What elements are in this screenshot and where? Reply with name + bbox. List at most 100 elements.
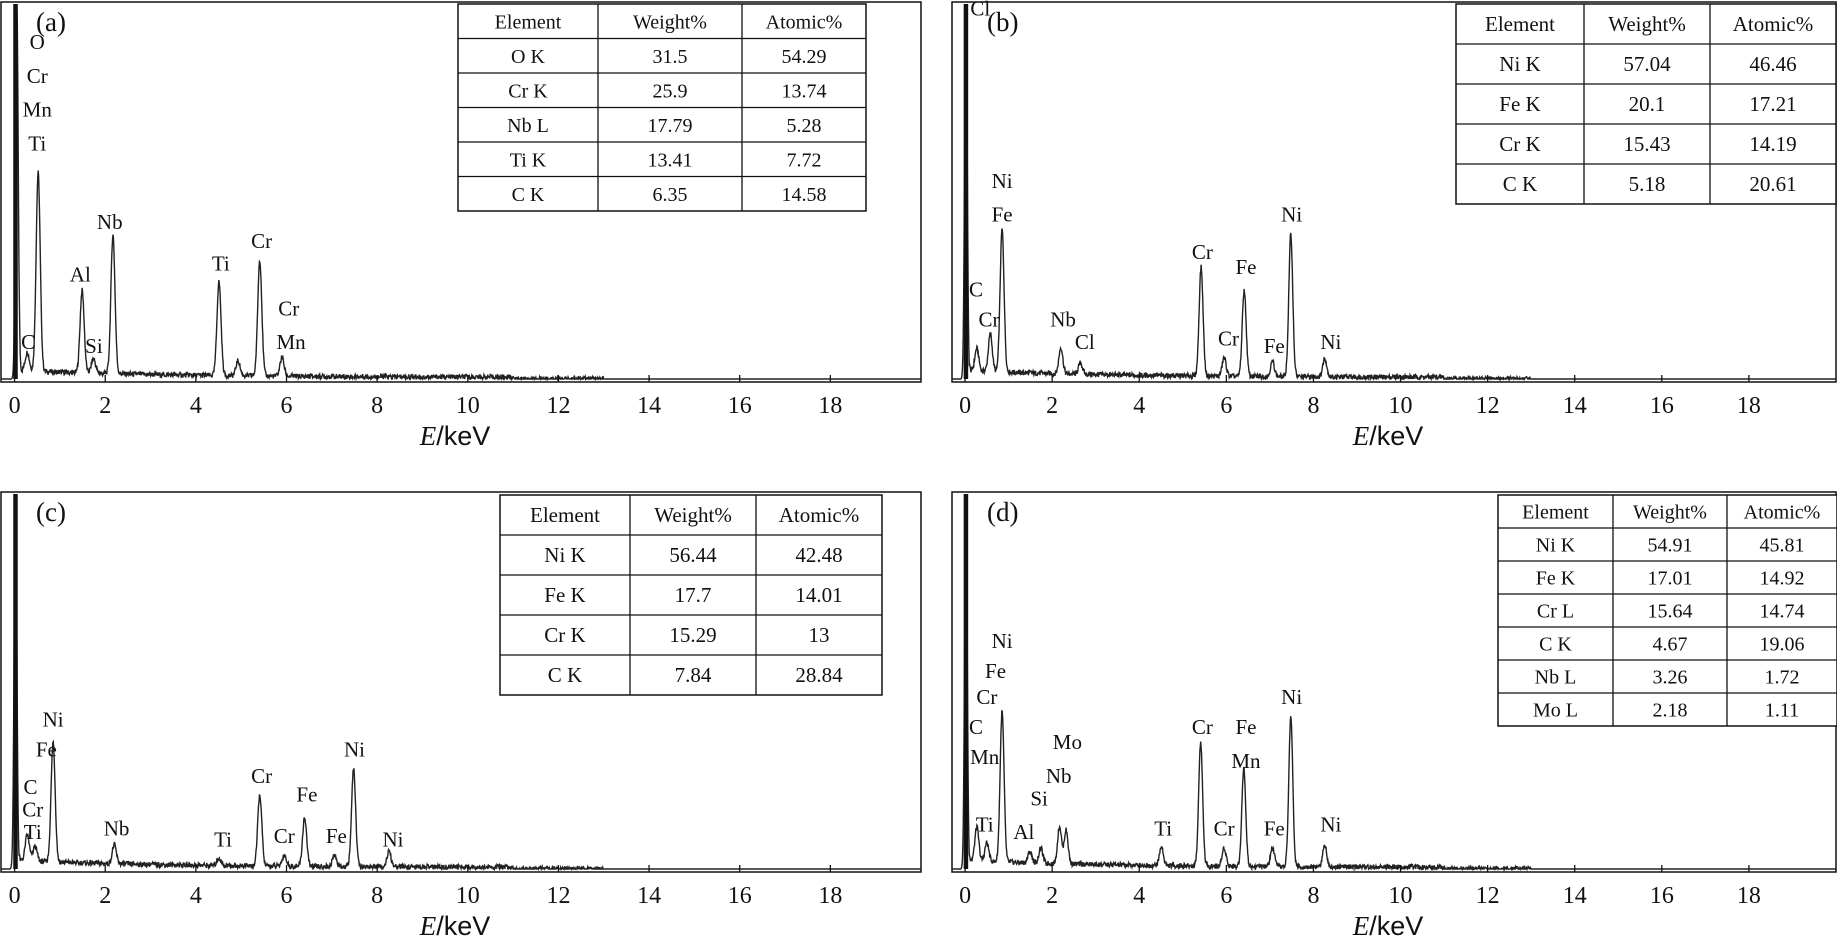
table-cell: Fe K (544, 583, 585, 607)
x-tick-label: 8 (1307, 393, 1319, 419)
peak-label: C (969, 278, 983, 302)
table-cell: Cr K (508, 80, 548, 102)
peak-label: Fe (296, 783, 317, 807)
composition-table: Element Weight% Atomic% Ni K 54.91 45.81 Fe K 1… (1497, 494, 1837, 727)
table-header-cell: Weight% (633, 11, 707, 33)
x-tick-label: 6 (1220, 393, 1232, 419)
peak-label: Nb (97, 210, 123, 234)
peak-label: Ti (28, 131, 46, 155)
peak-label: Fe (985, 659, 1006, 683)
table-cell: 13 (809, 623, 830, 647)
table-cell: 6.35 (653, 184, 688, 206)
table-cell: 20.1 (1629, 92, 1666, 116)
table-cell: 42.48 (795, 543, 842, 567)
peak-label: Ni (1320, 813, 1341, 837)
x-tick-label: 10 (1389, 883, 1413, 909)
peak-label: Mn (1231, 749, 1261, 773)
table-cell: 15.64 (1648, 601, 1693, 623)
peak-label: Ti (976, 813, 994, 837)
composition-table: Element Weight% Atomic% Ni K 56.44 42.48 Fe K 1… (499, 494, 883, 696)
x-tick-label: 6 (281, 393, 293, 419)
table-cell: 7.72 (787, 149, 822, 171)
panel-label: (b) (987, 7, 1018, 37)
x-axis-title-unit: /keV (1369, 421, 1423, 451)
table-cell: 54.29 (782, 46, 827, 68)
table-header-cell: Atomic% (779, 503, 859, 527)
peak-label: Cr (1218, 326, 1239, 350)
x-axis-title: E/keV (419, 911, 491, 941)
table-cell: 17.01 (1648, 568, 1693, 590)
x-axis-title-symbol: E (1352, 911, 1370, 941)
table-cell: Cr L (1537, 601, 1574, 623)
peak-label: Ni (344, 738, 365, 762)
peak-label: C (23, 775, 37, 799)
x-tick-label: 8 (371, 883, 383, 909)
table-cell: Nb L (1535, 667, 1577, 689)
plot-frame (0, 1, 922, 383)
table-cell: 14.74 (1760, 601, 1805, 623)
table-cell: C K (512, 184, 545, 206)
peak-label: Nb (1046, 764, 1072, 788)
table-frame (1497, 494, 1837, 727)
peak-label: Si (1030, 786, 1048, 810)
table-cell: C K (548, 663, 582, 687)
x-tick-label: 4 (190, 393, 202, 419)
table-header-cell: Element (1485, 12, 1555, 36)
x-tick-label: 0 (959, 883, 971, 909)
peak-label: Cr (1192, 240, 1213, 264)
table-cell: 14.19 (1749, 132, 1796, 156)
peak-label: Nb (104, 816, 130, 840)
spectrum-line (1, 495, 921, 872)
table-cell: 13.41 (648, 149, 693, 171)
table-cell: 4.67 (1653, 634, 1688, 656)
peak-label: Ni (992, 629, 1013, 653)
peak-label: C (21, 330, 35, 354)
x-tick-label: 2 (99, 883, 111, 909)
table-cell: 17.79 (648, 115, 693, 137)
table-cell: 14.01 (795, 583, 842, 607)
table-cell: 1.11 (1765, 700, 1799, 722)
peak-label: Cr (251, 764, 272, 788)
x-tick-label: 18 (818, 883, 842, 909)
table-cell: C K (1503, 172, 1537, 196)
peak-label: Si (85, 334, 103, 358)
table-header-cell: Weight% (1633, 502, 1707, 524)
x-tick-label: 12 (546, 883, 570, 909)
peak-label: Cr (278, 296, 299, 320)
peak-label: Ni (1320, 330, 1341, 354)
panel-label: (a) (36, 7, 66, 37)
peak-label: Ni (383, 828, 404, 852)
peak-label: Fe (1264, 816, 1285, 840)
peak-label: Ni (43, 708, 64, 732)
panel-label: (c) (36, 497, 66, 527)
x-tick-label: 12 (1476, 393, 1500, 419)
x-tick-label: 8 (1307, 883, 1319, 909)
table-cell: 45.81 (1760, 535, 1805, 557)
table-cell: Ni K (544, 543, 585, 567)
peak-label: Cr (251, 229, 272, 253)
table-frame (1455, 3, 1837, 205)
x-axis-title-symbol: E (419, 911, 437, 941)
x-tick-label: 18 (1737, 883, 1761, 909)
peak-label: Al (70, 263, 91, 287)
table-cell: 31.5 (653, 46, 688, 68)
x-tick-label: 6 (281, 883, 293, 909)
table-cell: Fe K (1499, 92, 1540, 116)
x-axis-title-unit: /keV (436, 421, 490, 451)
peak-label: Ti (214, 828, 232, 852)
peak-label: Al (1013, 820, 1034, 844)
x-tick-label: 0 (9, 393, 21, 419)
x-tick-label: 18 (1737, 393, 1761, 419)
x-tick-label: 16 (1650, 883, 1674, 909)
x-axis-title: E/keV (1352, 421, 1424, 451)
x-axis-title-unit: /keV (1369, 911, 1423, 941)
peak-label: Mn (276, 330, 306, 354)
x-tick-label: 2 (99, 393, 111, 419)
peak-label: Cl (1075, 330, 1095, 354)
peak-label: Ti (1154, 816, 1172, 840)
spectrum-line (1, 4, 921, 382)
table-cell: 1.72 (1765, 667, 1800, 689)
peak-label: Mn (970, 745, 1000, 769)
peak-label: Cr (27, 64, 48, 88)
